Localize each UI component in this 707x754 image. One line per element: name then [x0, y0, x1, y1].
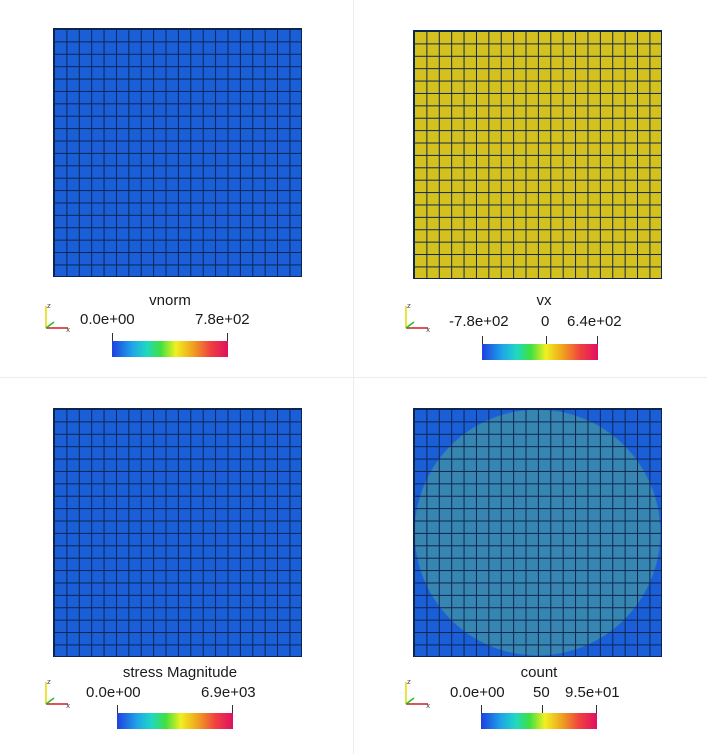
colorbar-tick-mark	[597, 336, 598, 344]
colorbar-tick-min: 0.0e+00	[80, 311, 135, 328]
mesh-render[interactable]	[53, 28, 302, 277]
colorbar-title: vnorm	[149, 292, 191, 309]
colorbar-tick-max: 6.4e+02	[567, 313, 622, 330]
colorbar	[117, 713, 233, 729]
axis-label-x: x	[66, 702, 70, 710]
axis-label-z: z	[47, 678, 51, 686]
colorbar-tick-mark	[596, 705, 597, 713]
axis-label-x: x	[66, 326, 70, 334]
colorbar-tick-mark	[112, 333, 113, 341]
axis-label-x: x	[426, 702, 430, 710]
colorbar	[482, 344, 598, 360]
viewport-divider-horizontal	[0, 377, 707, 378]
axis-label-z: z	[407, 302, 411, 310]
mesh-render[interactable]	[413, 30, 662, 279]
colorbar-tick-mark	[542, 705, 543, 713]
colorbar-tick-max: 7.8e+02	[195, 311, 250, 328]
colorbar-tick-min: -7.8e+02	[449, 313, 509, 330]
colorbar	[112, 341, 228, 357]
colorbar	[481, 713, 597, 729]
colorbar-tick-min: 0.0e+00	[86, 684, 141, 701]
viewport-vx[interactable]: vx -7.8e+02 0 6.4e+02 z x	[354, 0, 707, 377]
colorbar-title: stress Magnitude	[122, 664, 238, 681]
mesh-render[interactable]	[53, 408, 302, 657]
mesh-render[interactable]	[413, 408, 662, 657]
colorbar-tick-mark	[117, 705, 118, 713]
axis-label-z: z	[47, 302, 51, 310]
mesh-grid	[414, 409, 661, 656]
axis-label-x: x	[426, 326, 430, 334]
axis-label-z: z	[407, 678, 411, 686]
colorbar-tick-mark	[482, 336, 483, 344]
colorbar-tick-max: 9.5e+01	[565, 684, 620, 701]
viewport-vnorm[interactable]: vnorm 0.0e+00 7.8e+02 z x	[0, 0, 353, 377]
orientation-axes-icon: z x	[405, 678, 430, 710]
orientation-axes-icon: z x	[45, 302, 70, 334]
colorbar-tick-max: 6.9e+03	[201, 684, 256, 701]
colorbar-tick-mark	[546, 336, 547, 344]
colorbar-tick-mark	[481, 705, 482, 713]
colorbar-tick-min: 0.0e+00	[450, 684, 505, 701]
viewport-stress-magnitude[interactable]: stress Magnitude 0.0e+00 6.9e+03 z x	[0, 378, 353, 754]
colorbar-tick-mid: 50	[533, 684, 550, 701]
orientation-axes-icon: z x	[45, 678, 70, 710]
colorbar-title: count	[520, 664, 558, 681]
viewport-count[interactable]: count 0.0e+00 50 9.5e+01 z x	[354, 378, 707, 754]
colorbar-tick-mark	[227, 333, 228, 341]
colorbar-title: vx	[536, 292, 552, 309]
colorbar-tick-mid: 0	[541, 313, 550, 330]
orientation-axes-icon: z x	[405, 302, 430, 334]
colorbar-tick-mark	[232, 705, 233, 713]
